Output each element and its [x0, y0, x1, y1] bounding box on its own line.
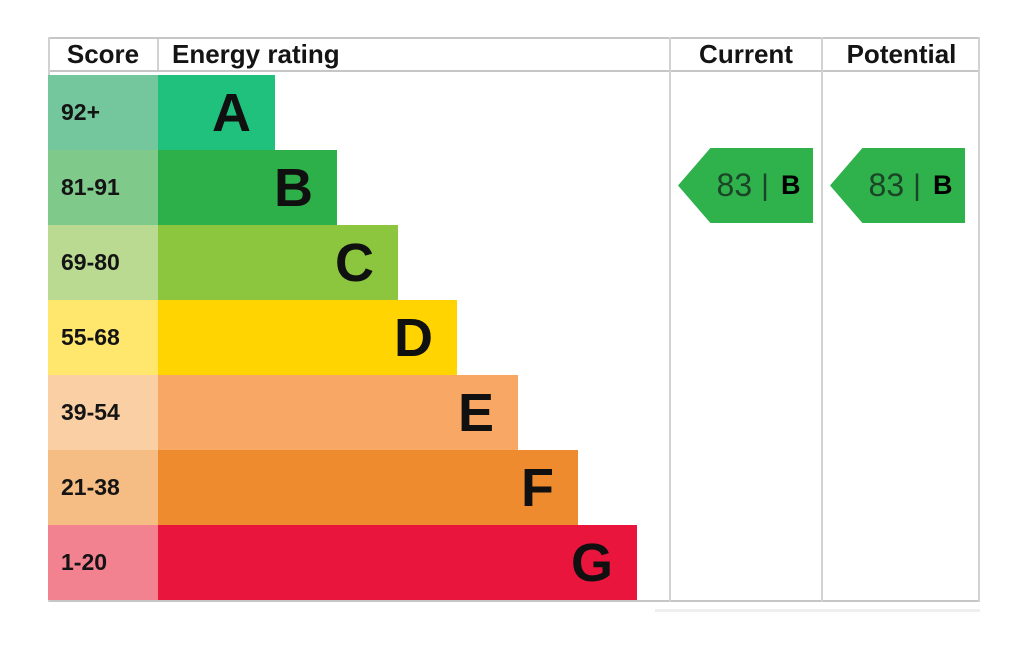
current-divider: | [761, 168, 769, 202]
score-range-b: 81-91 [48, 150, 158, 225]
potential-score-value: 83 [868, 167, 905, 203]
band-row-e: 39-54 E [48, 375, 980, 450]
potential-column-border [821, 37, 823, 602]
rating-letter-e: E [457, 382, 494, 443]
score-range-a: 92+ [48, 75, 158, 150]
rating-letter-c: C [335, 232, 374, 293]
table-bottom-border [48, 600, 980, 602]
current-column-border [669, 37, 671, 602]
epc-rating-chart: Score Energy rating Current Potential 92… [48, 37, 980, 612]
rating-bar-c: C [158, 225, 398, 300]
rating-letter-a: A [212, 82, 251, 143]
band-row-f: 21-38 F [48, 450, 980, 525]
potential-column-header: Potential [846, 39, 957, 69]
rating-bar-g: G [158, 525, 637, 600]
score-range-c: 69-80 [48, 225, 158, 300]
band-row-b: 81-91 B [48, 150, 980, 225]
score-range-f: 21-38 [48, 450, 158, 525]
rating-bar-e: E [158, 375, 518, 450]
score-column-header: Score [66, 39, 140, 69]
score-column-border [157, 39, 159, 70]
score-range-g: 1-20 [48, 525, 158, 600]
band-rows: 92+ A 81-91 B 69-80 C 55-68 D 39-54 E 21… [48, 75, 980, 600]
rating-letter-b: B [274, 157, 313, 218]
rating-letter-g: G [570, 532, 613, 593]
rating-bar-f: F [158, 450, 578, 525]
current-rating-arrow: 83 | B [678, 148, 813, 223]
bottom-shadow-strip [655, 609, 980, 612]
energy-rating-column-header: Energy rating [172, 39, 340, 69]
current-score-value: 83 [716, 167, 753, 203]
band-row-a: 92+ A [48, 75, 980, 150]
rating-letter-d: D [394, 307, 433, 368]
band-row-c: 69-80 C [48, 225, 980, 300]
score-range-d: 55-68 [48, 300, 158, 375]
potential-band-letter: B [932, 170, 953, 200]
rating-bar-d: D [158, 300, 457, 375]
table-top-border [48, 37, 980, 39]
rating-bar-b: B [158, 150, 337, 225]
current-column-header: Current [699, 39, 793, 69]
rating-bar-a: A [158, 75, 275, 150]
header-underline [48, 70, 980, 72]
band-row-g: 1-20 G [48, 525, 980, 600]
rating-letter-f: F [521, 457, 554, 518]
band-row-d: 55-68 D [48, 300, 980, 375]
current-band-letter: B [780, 170, 801, 200]
potential-rating-arrow: 83 | B [830, 148, 965, 223]
table-right-border [978, 37, 980, 602]
potential-divider: | [913, 168, 921, 202]
score-range-e: 39-54 [48, 375, 158, 450]
